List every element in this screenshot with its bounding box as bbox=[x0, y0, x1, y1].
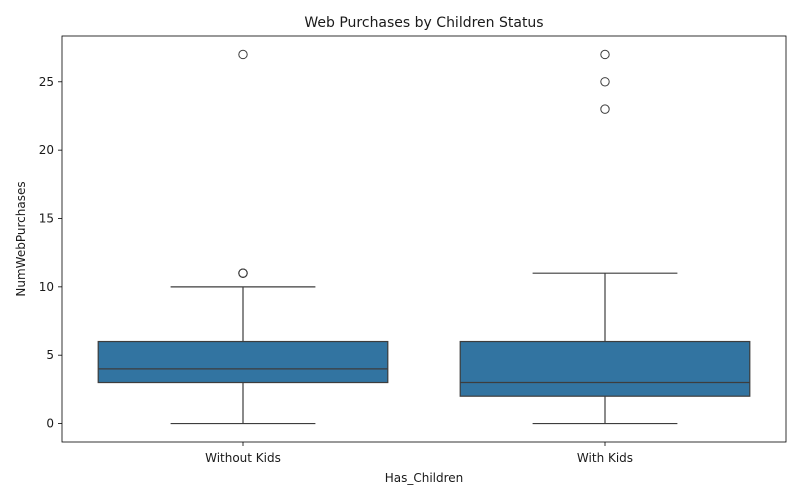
y-tick-label: 25 bbox=[39, 75, 54, 89]
y-tick-label: 5 bbox=[46, 348, 54, 362]
outlier-point bbox=[600, 49, 610, 60]
y-tick-label: 15 bbox=[39, 211, 54, 225]
plot-content bbox=[97, 49, 751, 425]
y-tick-label: 0 bbox=[46, 417, 54, 431]
outlier-point bbox=[600, 104, 610, 114]
y-tick-label: 20 bbox=[39, 143, 54, 157]
x-axis: Without Kids With Kids bbox=[205, 442, 633, 465]
outlier-point bbox=[238, 268, 248, 278]
box-group-1 bbox=[459, 49, 751, 425]
x-tick-label: Without Kids bbox=[205, 451, 281, 465]
iqr-box bbox=[97, 340, 389, 384]
outlier-point bbox=[600, 77, 610, 87]
x-axis-title: Has_Children bbox=[385, 471, 464, 485]
iqr-box bbox=[459, 340, 751, 397]
chart-title: Web Purchases by Children Status bbox=[304, 15, 543, 31]
box-group-0 bbox=[97, 49, 389, 425]
plot-frame bbox=[61, 35, 787, 443]
y-tick-label: 10 bbox=[39, 280, 54, 294]
x-tick-label: With Kids bbox=[577, 451, 633, 465]
y-axis-title: NumWebPurchases bbox=[14, 181, 28, 296]
outlier-point bbox=[238, 49, 248, 60]
y-axis: 0 5 10 15 20 25 bbox=[39, 75, 62, 431]
